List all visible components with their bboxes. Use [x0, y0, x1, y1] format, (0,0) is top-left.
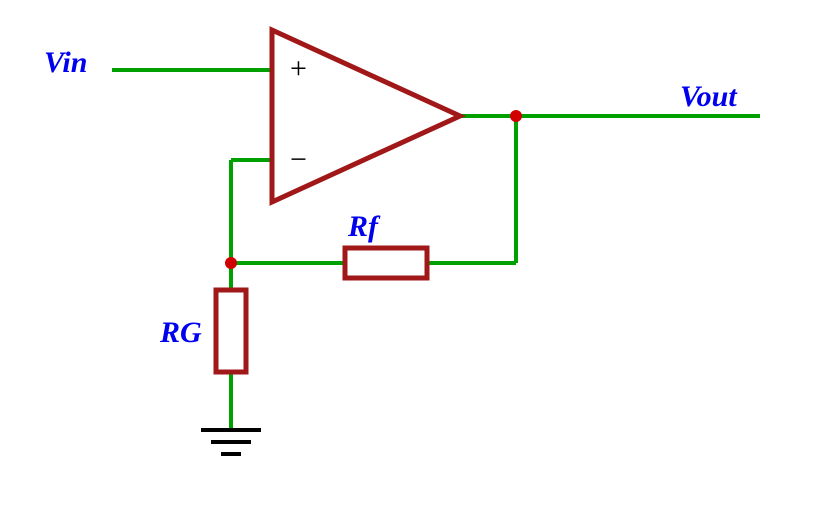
opamp-minus-sign: − [290, 143, 307, 177]
vout-label: Vout [680, 80, 737, 114]
opamp-plus-sign: + [290, 52, 307, 86]
vin-label: Vin [44, 46, 87, 80]
rf-label: Rf [348, 210, 378, 244]
circuit-diagram [0, 0, 817, 526]
rg-label: RG [160, 316, 202, 350]
